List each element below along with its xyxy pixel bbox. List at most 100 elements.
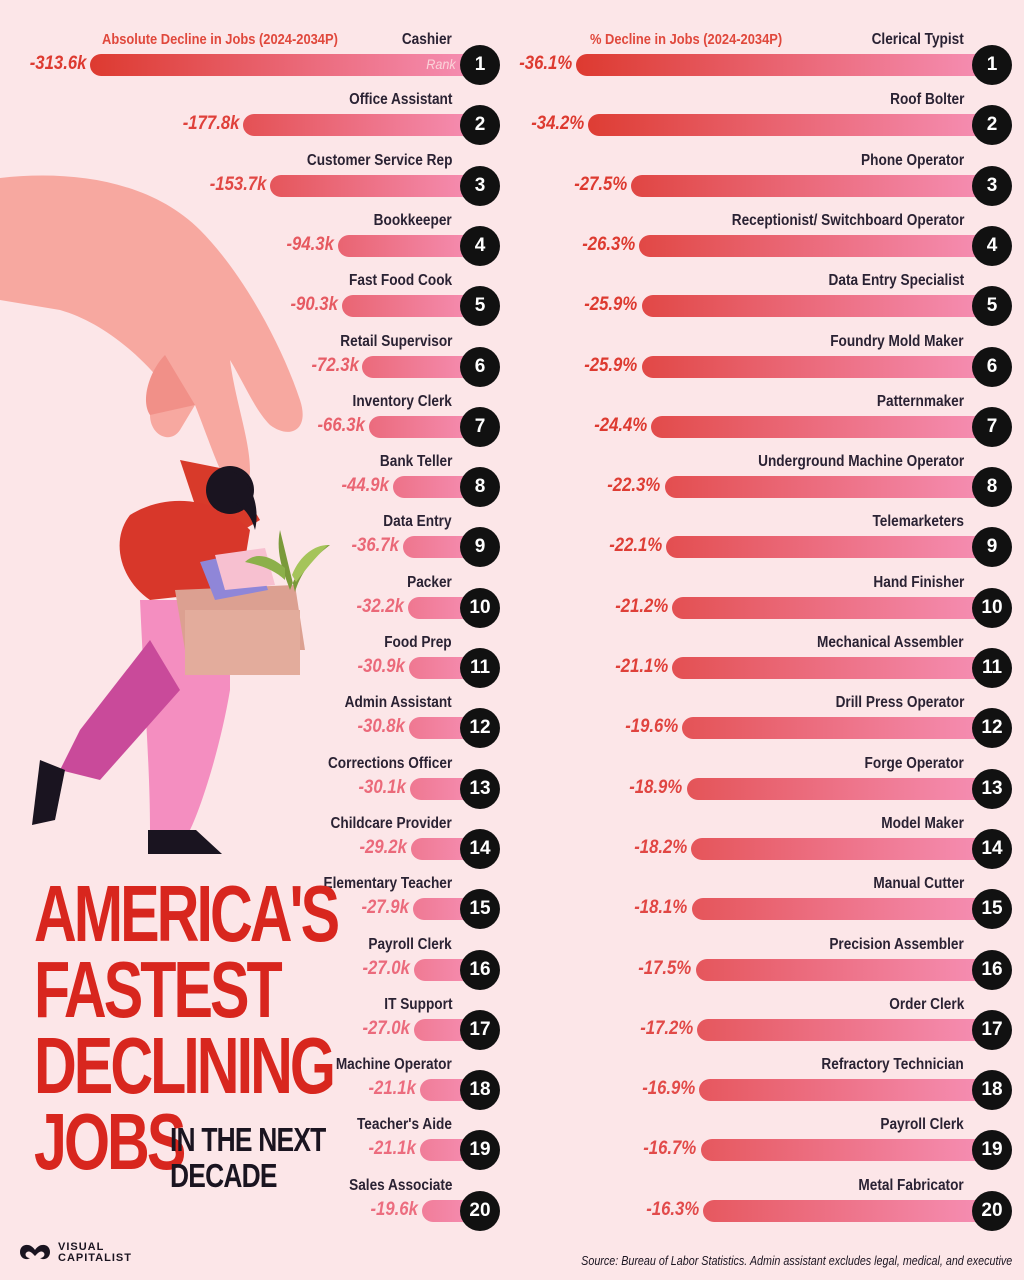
absolute-rank-badge: 6 [460,346,500,387]
absolute-rank-badge: 12 [460,708,500,749]
absolute-bar [337,234,482,257]
percent-value-label: -25.9% [584,354,638,376]
percent-rank-badge: 12 [972,708,1012,749]
percent-category-label: Clerical Typist [871,31,964,48]
absolute-rank-badge: 3 [460,165,500,206]
headline-line-1: AMERICA'S [34,869,340,958]
absolute-rank-badge: 2 [460,105,500,146]
percent-value-label: -34.2% [531,113,585,135]
absolute-value-label: -19.6k [370,1198,418,1220]
percent-rank-badge: 1 [972,45,1012,85]
percent-bar [665,536,994,559]
absolute-category-label: Corrections Officer [327,754,452,772]
percent-rank-badge: 15 [972,889,1012,930]
percent-category-label: Underground Machine Operator [757,453,964,471]
absolute-value-label: -27.9k [361,897,409,919]
subtitle-line-2: DECADE [170,1157,277,1194]
percent-bar [682,717,994,740]
absolute-category-label: Office Assistant [348,91,452,109]
percent-rank-badge: 6 [972,346,1012,387]
headline-subtitle: IN THE NEXT DECADE [170,1121,326,1194]
percent-category-label: Receptionist/ Switchboard Operator [731,211,964,229]
absolute-bar [393,476,482,499]
absolute-rank-label: Rank [426,56,456,72]
right-chart-title: % Decline in Jobs (2024-2034P) [590,31,783,48]
percent-value-label: -16.3% [646,1198,700,1220]
percent-bar [641,355,994,378]
percent-category-label: Refractory Technician [821,1056,964,1074]
brand-logo: VISUAL CAPITALIST [18,1242,132,1264]
hand-dropping-worker-illustration [0,175,330,854]
percent-value-label: -16.9% [642,1078,696,1100]
absolute-rank-badge: 10 [460,587,500,628]
percent-category-label: Drill Press Operator [835,694,964,712]
percent-bar [691,898,994,921]
absolute-rank-badge: 8 [460,467,500,508]
absolute-category-label: Inventory Clerk [352,392,452,410]
absolute-value-label: -21.1k [368,1078,417,1100]
absolute-category-label: Childcare Provider [330,814,452,832]
brand-line-2: CAPITALIST [58,1252,132,1264]
percent-rank-badge: 5 [972,286,1012,327]
percent-category-label: Mechanical Assembler [817,634,964,651]
percent-bar [699,1079,994,1102]
absolute-rank-badge: 16 [460,949,500,990]
absolute-bar [362,355,482,378]
absolute-value-label: -66.3k [317,414,366,436]
percent-bar [631,174,994,197]
mustache-logo-icon [20,1244,50,1260]
absolute-value-label: -32.2k [356,595,404,617]
percent-value-label: -18.2% [634,836,688,858]
absolute-rank-badge: 5 [460,286,500,327]
percent-value-label: -22.3% [607,475,661,497]
absolute-value-label: -30.1k [358,776,407,798]
subtitle-line-1: IN THE NEXT [170,1121,326,1158]
percent-rank-badge: 16 [972,949,1012,990]
percent-value-label: -18.9% [629,776,683,798]
absolute-value-label: -30.8k [357,716,406,738]
percent-rank-badge: 2 [972,105,1012,146]
percent-bar [641,295,994,318]
absolute-rank-badge: 20 [460,1190,500,1231]
percent-bar [588,114,994,137]
percent-rank-badge: 20 [972,1190,1012,1231]
percent-bar [697,1018,994,1041]
absolute-value-label: -21.1k [368,1138,417,1160]
percent-bar [672,657,994,679]
absolute-bar [369,415,482,438]
percent-rank-badge: 11 [972,648,1012,688]
absolute-category-label: Cashier [401,31,452,48]
absolute-category-label: Fast Food Cook [348,272,452,290]
headline-line-3: DECLINING [34,1021,336,1110]
absolute-bar [90,54,482,76]
percent-value-label: -17.5% [638,957,692,979]
percent-rank-badge: 13 [972,768,1012,809]
percent-value-label: -19.6% [625,716,679,738]
headline: AMERICA'S FASTEST DECLINING JOBS [34,869,444,1182]
percent-bar [691,837,994,860]
percent-bar [700,1139,994,1162]
percent-bar [703,1199,994,1222]
percent-value-label: -36.1% [519,53,572,74]
absolute-category-label: Elementary Teacher [323,875,452,893]
percent-category-label: Order Clerk [888,995,964,1013]
percent-category-label: Telemarketers [872,513,964,531]
brand-line-1: VISUAL [58,1241,105,1253]
absolute-bar [342,295,482,318]
absolute-value-label: -30.9k [357,656,406,677]
percent-rank-badge: 18 [972,1070,1012,1111]
absolute-rank-badge: 14 [460,828,500,869]
absolute-category-label: Data Entry [383,513,452,531]
absolute-value-label: -44.9k [341,475,390,497]
absolute-rank-badge: 1 [460,45,500,85]
absolute-value-label: -153.7k [209,173,267,195]
percent-category-label: Metal Fabricator [858,1176,964,1194]
percent-value-label: -25.9% [584,294,638,316]
absolute-value-label: -36.7k [351,535,399,557]
absolute-category-label: Machine Operator [336,1056,452,1074]
percent-rank-badge: 17 [972,1009,1012,1050]
absolute-category-label: Teacher's Aide [357,1116,452,1134]
percent-bar [695,958,994,981]
percent-rank-badge: 9 [972,527,1012,568]
